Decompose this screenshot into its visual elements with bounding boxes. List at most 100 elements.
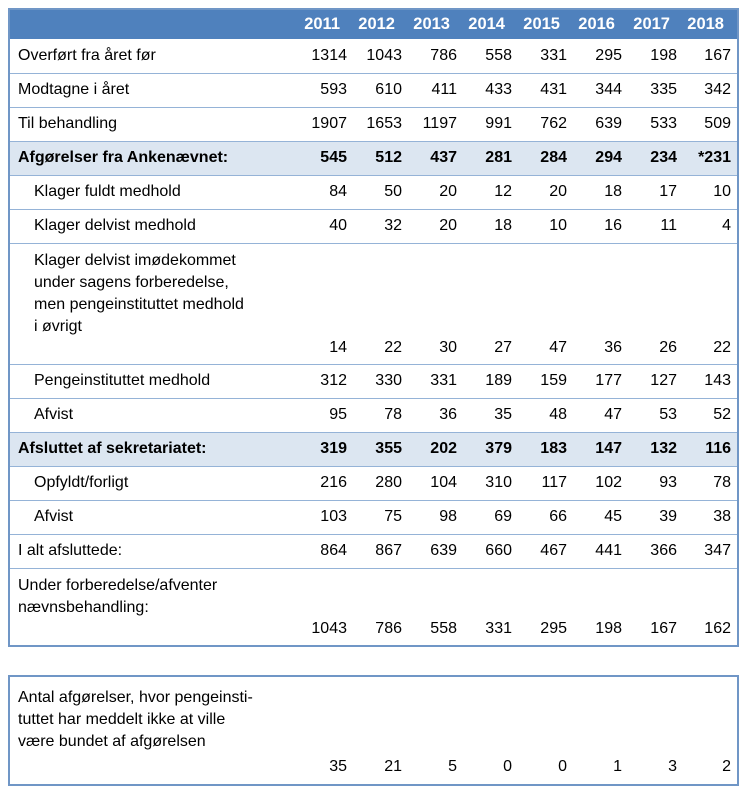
value-cell: 433 [485,81,512,98]
value-cell: 545 [320,149,347,166]
value-cell: 1043 [311,619,347,637]
value-cell: 867 [375,542,402,559]
value-cell: 52 [713,406,731,423]
value-cell: 198 [595,619,622,637]
value-cell: 216 [320,474,347,491]
value-cell: 431 [540,81,567,98]
row-label: Afgørelser fra Ankenævnet: [18,149,229,166]
value-cell: 762 [540,115,567,132]
value-cell: 20 [439,217,457,234]
value-cell: 127 [650,372,677,389]
value-cell: 32 [384,217,402,234]
year-header: 2018 [687,14,724,33]
value-cell: 132 [650,440,677,457]
value-cell: 147 [595,440,622,457]
value-cell: 27 [494,338,512,356]
table-row: Til behandling 1907 1653 1197 991 762 639 533 50… [9,107,738,141]
row-label: Afvist [34,406,74,423]
value-cell: 347 [704,542,731,559]
table-row: Afvist 103 75 98 69 66 45 39 38 [9,500,738,534]
value-cell: 379 [485,440,512,457]
value-cell: 47 [604,406,622,423]
value-cell: 11 [660,217,677,234]
value-cell: 660 [485,542,512,559]
value-cell: 18 [494,217,512,234]
value-cell: 5 [448,757,457,775]
row-label: Til behandling [18,115,118,132]
table-row: Overført fra året før 1314 1043 786 558 331 29… [9,39,738,73]
value-cell: 78 [384,406,402,423]
row-label: Overført fra året før [18,46,156,64]
case-statistics-table: 2011 2012 2013 2014 2015 2016 2017 2018 Overfør… [8,8,739,647]
value-cell: 22 [713,338,731,356]
table-row: Klager delvist imødekommet under sagens … [9,243,738,364]
value-cell: 202 [430,440,457,457]
value-cell: 40 [329,217,347,234]
value-cell: 78 [713,474,731,491]
value-cell: 47 [549,338,567,356]
footnote-empty-cell [9,753,298,785]
value-cell: 441 [595,542,622,559]
value-cell: 50 [384,183,402,200]
value-cell: 1197 [422,115,457,132]
value-cell: 53 [659,406,677,423]
value-cell: 593 [320,81,347,98]
value-cell: 35 [329,757,347,775]
not-bound-decisions-table: Antal afgørelser, hvor pengeinsti- tutte… [8,674,740,786]
table-row: Afvist 95 78 36 35 48 47 53 52 [9,398,738,432]
value-cell: 312 [320,372,347,389]
value-cell: 558 [430,619,457,637]
row-label: Pengeinstituttet medhold [34,372,211,389]
value-cell: 35 [494,406,512,423]
value-cell: 198 [650,46,677,64]
table-row: Klager fuldt medhold 84 50 20 12 20 18 17 10 [9,175,738,209]
table-row: Opfyldt/forligt 216 280 104 310 117 102 93 78 [9,466,738,500]
value-cell: 1314 [311,46,347,64]
value-cell: 355 [375,440,402,457]
value-cell: 610 [375,81,402,98]
table-row: Under forberedelse/afventer nævnsbehandl… [9,568,738,646]
value-cell: 143 [704,372,731,389]
value-cell: 17 [659,183,677,200]
value-cell: 162 [704,619,731,637]
value-cell: 39 [659,508,677,525]
table-row: Afgørelser fra Ankenævnet: 545 512 437 281 28… [9,141,738,175]
main-table-body: Overført fra året før 1314 1043 786 558 331 29… [9,39,738,646]
table-row: Klager delvist medhold 40 32 20 18 10 16 11 4 [9,209,738,243]
value-cell: 36 [604,338,622,356]
value-cell: 93 [659,474,677,491]
value-cell: 189 [485,372,512,389]
value-cell: 117 [541,474,567,491]
table-row: Pengeinstituttet medhold 312 330 331 189 159 1… [9,364,738,398]
value-cell: 991 [485,115,512,132]
footnote-label: Antal afgørelser, hvor pengeinsti- tutte… [18,688,253,750]
value-cell: 21 [384,757,402,775]
value-cell: 342 [704,81,731,98]
value-cell: 26 [659,338,677,356]
table-row: I alt afsluttede: 864 867 639 660 467 441 366 34… [9,534,738,568]
value-cell: 36 [439,406,457,423]
year-header: 2012 [358,14,395,33]
value-cell: 20 [549,183,567,200]
value-cell: 0 [503,757,512,775]
row-label: Afsluttet af sekretariatet: [18,440,207,457]
value-cell: 0 [558,757,567,775]
row-label: I alt afsluttede: [18,542,123,559]
value-cell: 45 [604,508,622,525]
footnote-label-row: Antal afgørelser, hvor pengeinsti- tutte… [9,676,738,753]
value-cell: 331 [540,46,567,64]
value-cell: 98 [439,508,457,525]
value-cell: 331 [430,372,457,389]
footnote-values-row: 35 21 5 0 0 1 3 2 [9,753,738,785]
value-cell: 116 [705,440,731,457]
value-cell: 467 [540,542,567,559]
value-cell: 18 [604,183,622,200]
value-cell: 280 [375,474,402,491]
value-cell: 103 [320,508,347,525]
value-cell: 437 [430,149,457,166]
value-cell: 284 [540,149,567,166]
value-cell: 533 [650,115,677,132]
value-cell: 102 [595,474,622,491]
row-label: Klager delvist imødekommet under sagens … [34,251,244,335]
year-header: 2015 [523,14,560,33]
